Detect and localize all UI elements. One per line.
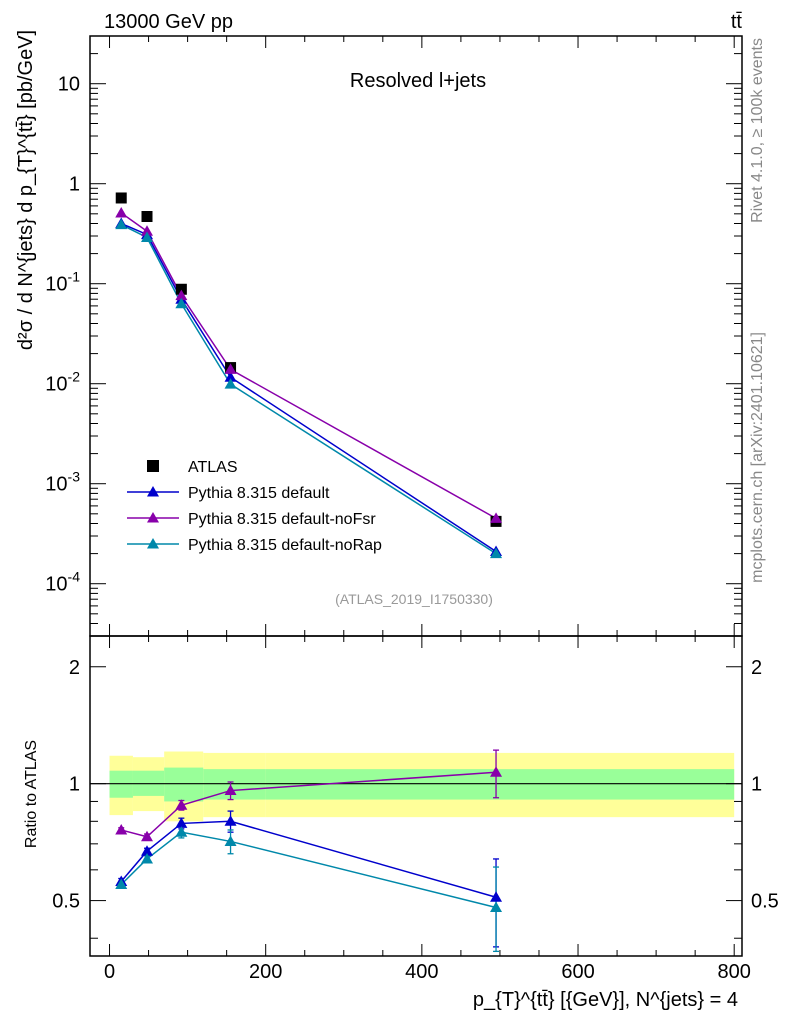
main-y-tick-label: 10 [58,74,80,96]
x-tick-label: 0 [104,961,115,983]
ratio-marker-pythia-8-315-default-norap-1 [141,852,154,864]
main-marker-pythia-8-315-default-norap-3 [224,378,237,389]
ratio-y-tick-label-right: 2 [751,657,762,679]
main-line-pythia-8-315-default [120,222,497,553]
main-line-pythia-8-315-default-norap [120,223,497,555]
ratio-marker-pythia-8-315-default-norap-2 [175,826,188,837]
main-marker-pythia-8-315-default-norap-0 [115,218,128,230]
legend-marker-2 [147,512,159,523]
legend-marker-1 [147,486,159,497]
ratio-marker-pythia-8-315-default-nofsr-1 [141,830,154,842]
legend-label-0: ATLAS [188,459,238,476]
ratio-marker-pythia-8-315-default-nofsr-3 [224,784,237,796]
main-y-tick-label: 10-1 [45,269,80,296]
main-marker-atlas-0 [115,192,127,204]
ratio-marker-pythia-8-315-default-3 [224,815,237,826]
ratio-marker-pythia-8-315-default-nofsr-2 [175,799,188,810]
legend-marker-3 [147,538,159,549]
ratio-y-tick-label-left: 0.5 [52,891,80,913]
ratio-marker-pythia-8-315-default-norap-3 [224,835,237,846]
main-y-tick-label: 10-2 [45,369,80,396]
legend-label-2: Pythia 8.315 default-noFsr [188,511,376,528]
panel-title: Resolved l+jets [350,70,486,92]
x-tick-label: 200 [249,961,282,983]
main-marker-pythia-8-315-default-norap-2 [175,297,188,309]
main-marker-atlas-2 [175,283,187,295]
main-line-pythia-8-315-default-nofsr [120,212,497,520]
legend: ATLAS Pythia 8.315 default Pythia 8.315 de… [127,459,382,554]
legend-marker-0 [147,460,159,472]
main-marker-pythia-8-315-default-nofsr-4 [490,512,503,523]
site-label: mcplots.cern.ch [arXiv:2401.10621] [749,332,766,583]
ratio-marker-pythia-8-315-default-4 [490,891,503,902]
x-tick-label: 800 [718,961,751,983]
legend-label-3: Pythia 8.315 default-noRap [188,537,382,554]
ratio-line-pythia-8-315-default [120,820,497,898]
ratio-marker-pythia-8-315-default-nofsr-4 [490,766,503,777]
ratio-marker-pythia-8-315-default-norap-4 [490,901,503,912]
x-tick-label: 400 [405,961,438,983]
main-marker-pythia-8-315-default-norap-1 [141,231,154,242]
main-marker-atlas-1 [141,211,153,223]
process-label: tt̄ [731,11,743,33]
ratio-y-tick-label-right: 0.5 [751,891,779,913]
data-markers [115,192,503,912]
main-marker-pythia-8-315-default-norap-4 [490,547,503,559]
legend-label-1: Pythia 8.315 default [188,485,330,502]
main-marker-pythia-8-315-default-nofsr-2 [175,289,188,301]
main-y-tick-label: 10-4 [45,569,80,596]
ratio-y-tick-label-left: 2 [69,657,80,679]
main-y-tick-label: 1 [69,174,80,196]
main-y-tick-label: 10-3 [45,469,80,496]
x-tick-label: 600 [561,961,594,983]
main-y-axis-label: d²σ / d N^{jets} d p_{T}^{tt̄} [pb/GeV] [15,30,37,350]
ratio-marker-pythia-8-315-default-2 [175,817,188,828]
energy-label: 13000 GeV pp [104,11,233,33]
main-marker-pythia-8-315-default-nofsr-3 [224,363,237,374]
ratio-y-tick-label-left: 1 [69,774,80,796]
axes: 0 200 400 600 800 10-4 10-3 10-2 10-1 1 10 0.5 0.5 1 1… [45,35,779,983]
main-marker-pythia-8-315-default-3 [224,371,237,382]
ratio-y-axis-label: Ratio to ATLAS [23,740,40,848]
main-marker-pythia-8-315-default-nofsr-0 [115,206,128,218]
main-marker-pythia-8-315-default-nofsr-1 [141,225,154,236]
x-axis-label: p_{T}^{tt̄} [{GeV}], N^{jets} = 4 [473,989,738,1011]
ratio-y-tick-label-right: 1 [751,774,762,796]
ratio-marker-pythia-8-315-default-1 [141,845,154,856]
ratio-marker-pythia-8-315-default-norap-0 [115,878,128,890]
analysis-id: (ATLAS_2019_I1750330) [335,591,493,607]
rivet-label: Rivet 4.1.0, ≥ 100k events [749,38,766,223]
ratio-frame [89,635,743,957]
uncertainty-bands [90,751,742,822]
ratio-marker-pythia-8-315-default-nofsr-0 [115,823,128,835]
band-green-2 [164,767,204,802]
